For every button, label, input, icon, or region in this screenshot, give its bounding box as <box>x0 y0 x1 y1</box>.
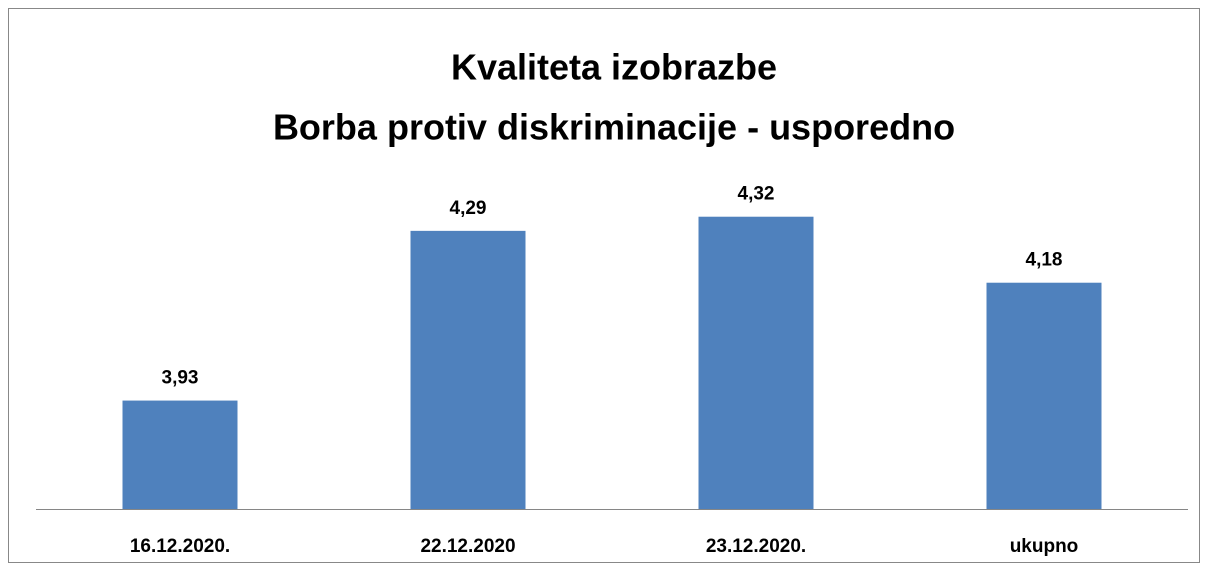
chart-title: Kvaliteta izobrazbe <box>451 47 777 88</box>
bar <box>698 216 814 509</box>
data-label: 4,32 <box>738 184 775 205</box>
x-tick-label: 16.12.2020. <box>130 536 230 557</box>
x-tick-label: 22.12.2020 <box>420 536 515 557</box>
bar <box>122 400 238 509</box>
bar <box>410 230 526 509</box>
chart-title: Borba protiv diskriminacije - usporedno <box>273 107 955 148</box>
data-label: 4,29 <box>450 198 487 219</box>
x-tick-label: ukupno <box>1010 536 1079 557</box>
data-label: 3,93 <box>162 368 199 389</box>
x-tick-label: 23.12.2020. <box>706 536 806 557</box>
bar <box>986 282 1102 509</box>
data-label: 4,18 <box>1026 250 1063 271</box>
